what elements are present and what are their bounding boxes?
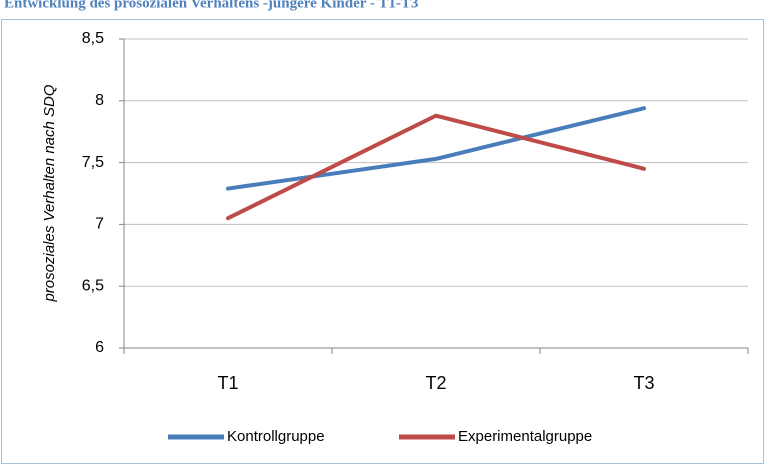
- y-tick-label: 7,5: [82, 154, 104, 171]
- x-tick-label: T1: [217, 373, 238, 393]
- legend-label: Kontrollgruppe: [227, 428, 325, 445]
- line-series: [226, 113, 646, 221]
- y-axis-label: prosoziales Verhalten nach SDQ: [41, 84, 58, 302]
- legend-label: Experimentalgruppe: [458, 428, 592, 445]
- line-series: [226, 106, 646, 191]
- y-tick-label: 6,5: [82, 277, 104, 294]
- y-tick-label: 8: [95, 92, 104, 109]
- x-tick-label: T3: [633, 373, 654, 393]
- chart-title: Entwicklung des prosozialen Verhaltens -…: [4, 0, 418, 11]
- chart-border: [1, 19, 764, 464]
- x-tick-label: T2: [425, 373, 446, 393]
- y-tick-label: 6: [95, 339, 104, 356]
- y-tick-label: 8,5: [82, 30, 104, 47]
- y-tick-label: 7: [95, 216, 104, 233]
